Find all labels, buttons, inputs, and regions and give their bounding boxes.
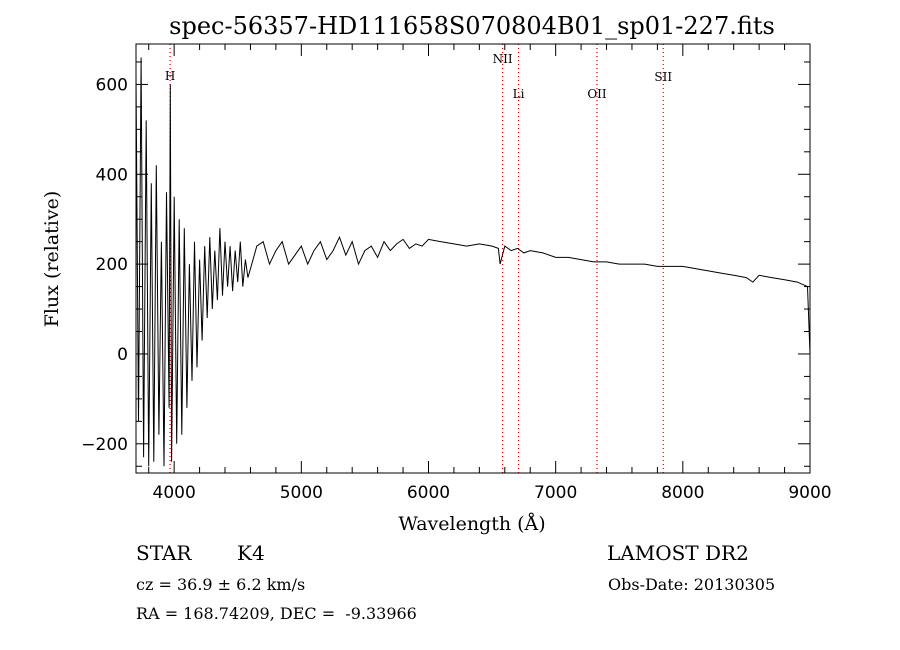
y-tick-label: 200 bbox=[96, 255, 128, 275]
plot-frame bbox=[135, 43, 811, 474]
spectrum-line bbox=[136, 57, 810, 467]
chart-title: spec-56357-HD111658S070804B01_sp01-227.f… bbox=[169, 12, 775, 40]
spectral-line-label: OII bbox=[587, 87, 607, 101]
x-tick-label: 4000 bbox=[153, 483, 196, 503]
x-axis-label: Wavelength (Å) bbox=[398, 513, 545, 535]
spectral-line-label: NII bbox=[493, 52, 513, 66]
spectral-line-label: Li bbox=[513, 87, 525, 101]
coordinates: RA = 168.74209, DEC = -9.33966 bbox=[136, 604, 417, 623]
velocity-text: cz = 36.9 ± 6.2 km/s bbox=[136, 575, 306, 594]
y-tick-label: −200 bbox=[81, 435, 128, 455]
y-axis-label: Flux (relative) bbox=[41, 191, 63, 328]
object-subclass: K4 bbox=[237, 541, 265, 565]
spectral-line-label: SII bbox=[654, 70, 672, 84]
x-tick-label: 5000 bbox=[280, 483, 323, 503]
object-class: STAR bbox=[136, 541, 192, 565]
x-tick-label: 6000 bbox=[407, 483, 450, 503]
x-tick-label: 7000 bbox=[534, 483, 577, 503]
obs-date: Obs-Date: 20130305 bbox=[608, 575, 776, 594]
survey-label: LAMOST DR2 bbox=[607, 541, 749, 565]
x-tick-label: 8000 bbox=[661, 483, 704, 503]
y-tick-label: 600 bbox=[96, 75, 128, 95]
spectral-line-label: H bbox=[165, 69, 175, 83]
x-tick-label: 9000 bbox=[788, 483, 831, 503]
y-tick-label: 0 bbox=[117, 345, 128, 365]
y-tick-label: 400 bbox=[96, 165, 128, 185]
